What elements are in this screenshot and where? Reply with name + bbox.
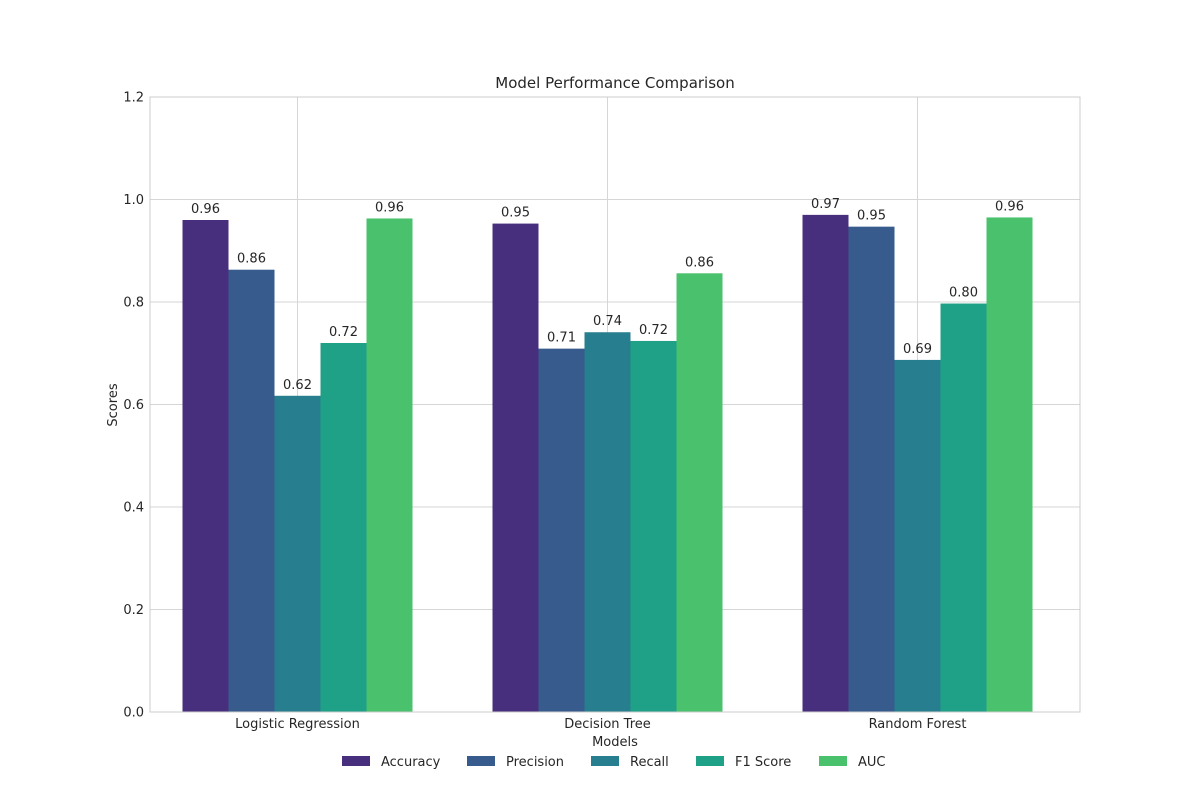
bar-value-label: 0.97 — [811, 197, 840, 212]
bar-auc — [986, 217, 1033, 712]
chart-title: Model Performance Comparison — [495, 74, 734, 92]
x-tick-label: Decision Tree — [564, 717, 651, 732]
bar-f1-score — [940, 303, 987, 712]
bar-auc — [676, 273, 723, 712]
bar-value-label: 0.96 — [191, 202, 220, 217]
bar-auc — [366, 218, 413, 712]
bar-value-label: 0.86 — [237, 252, 266, 267]
x-tick-label: Logistic Regression — [235, 717, 360, 732]
y-tick-label: 0.6 — [123, 398, 144, 413]
x-axis-label: Models — [592, 735, 638, 750]
bar-value-label: 0.72 — [639, 323, 668, 338]
bar-precision — [228, 269, 275, 712]
legend-swatch — [342, 756, 370, 766]
y-tick-label: 0.8 — [123, 296, 144, 311]
y-tick-label: 0.2 — [123, 603, 144, 618]
bar-accuracy — [492, 223, 539, 712]
legend-label: Recall — [630, 755, 669, 770]
legend-swatch — [696, 756, 724, 766]
legend: Accuracy Precision Recall F1 Score AUC — [342, 755, 886, 770]
y-axis-ticks: 0.0 0.2 0.4 0.6 0.8 1.0 1.2 — [123, 91, 144, 721]
x-tick-label: Random Forest — [869, 717, 967, 732]
bar-f1-score — [630, 340, 677, 712]
bar-value-label: 0.95 — [857, 209, 886, 224]
y-tick-label: 1.2 — [123, 91, 144, 106]
bar-labels: 0.96 0.95 0.97 0.86 0.71 0.95 0.62 0.74 0.69 0.72… — [191, 197, 1024, 393]
bar-accuracy — [182, 220, 229, 712]
bar-value-label: 0.71 — [547, 331, 576, 346]
bar-recall — [894, 359, 941, 712]
plot-frame — [149, 96, 1081, 713]
y-tick-label: 1.0 — [123, 193, 144, 208]
legend-label: Precision — [506, 755, 564, 770]
bar-value-label: 0.95 — [501, 206, 530, 221]
bar-recall — [584, 332, 631, 712]
bar-value-label: 0.74 — [593, 314, 622, 329]
bar-value-label: 0.80 — [949, 286, 978, 301]
bar-precision — [538, 348, 585, 712]
y-axis-label: Scores — [106, 383, 121, 426]
legend-swatch — [819, 756, 847, 766]
bar-value-label: 0.62 — [283, 378, 312, 393]
legend-label: F1 Score — [735, 755, 791, 770]
bar-value-label: 0.96 — [995, 199, 1024, 214]
legend-label: AUC — [858, 755, 886, 770]
x-axis-ticks: Logistic Regression Decision Tree Random F… — [235, 717, 966, 732]
bar-value-label: 0.96 — [375, 200, 404, 215]
bar-recall — [274, 395, 321, 712]
legend-label: Accuracy — [381, 755, 441, 770]
bar-value-label: 0.86 — [685, 255, 714, 270]
bar-f1-score — [320, 343, 367, 712]
bars — [182, 214, 1033, 712]
bar-value-label: 0.69 — [903, 342, 932, 357]
bar-precision — [848, 226, 895, 712]
legend-swatch — [467, 756, 495, 766]
bar-accuracy — [802, 214, 849, 712]
y-tick-label: 0.0 — [123, 706, 144, 721]
bar-value-label: 0.72 — [329, 325, 358, 340]
y-tick-label: 0.4 — [123, 501, 144, 516]
legend-swatch — [591, 756, 619, 766]
